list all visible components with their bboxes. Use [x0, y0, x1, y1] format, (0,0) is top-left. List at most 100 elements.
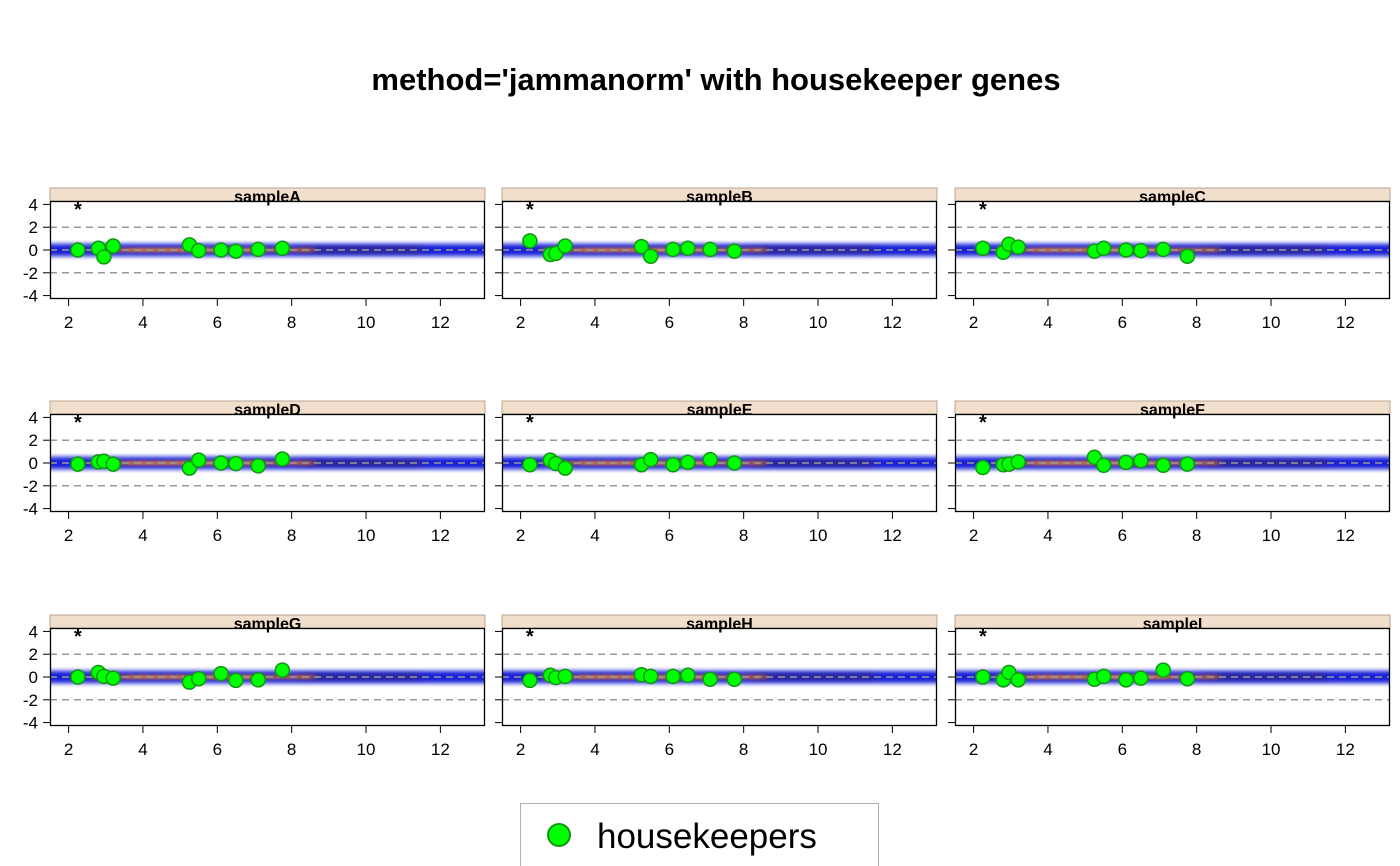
- density-mid: [751, 459, 874, 467]
- x-tick-label: 4: [138, 526, 147, 545]
- y-tick-label: -2: [23, 477, 38, 496]
- panel-frame: [954, 627, 1391, 727]
- panel-sampleD: sampleD * 2 4 6 8 10 12 -4 -2 0 2 4: [23, 400, 486, 545]
- x-tick-label: 8: [287, 313, 296, 332]
- x-tick-label: 4: [590, 313, 599, 332]
- housekeeper-point: [213, 242, 229, 258]
- density-mid: [299, 673, 422, 681]
- y-tick-label: 4: [29, 622, 38, 641]
- housekeeper-point: [702, 241, 718, 258]
- housekeeper-point: [1095, 457, 1112, 474]
- housekeeper-point: [1118, 672, 1134, 688]
- x-tick-label: 4: [138, 740, 147, 759]
- x-tick-label: 8: [1192, 313, 1201, 332]
- housekeeper-point: [1118, 454, 1134, 471]
- housekeeper-point: [1179, 456, 1196, 472]
- x-tick-label: 4: [138, 313, 147, 332]
- x-tick-label: 6: [1118, 313, 1127, 332]
- panel-title: sampleF: [1140, 402, 1205, 419]
- panel-plot-area: [50, 226, 485, 274]
- housekeeper-point: [633, 238, 650, 255]
- panel-title: sampleA: [234, 189, 301, 206]
- housekeeper-point: [1010, 672, 1026, 688]
- x-tick-label: 10: [1262, 313, 1281, 332]
- legend-label: housekeepers: [597, 817, 817, 856]
- x-tick-label: 12: [431, 740, 450, 759]
- panel-asterisk: *: [979, 199, 987, 221]
- housekeeper-point: [1133, 670, 1149, 686]
- y-tick-label: 2: [29, 645, 38, 664]
- x-tick-label: 6: [665, 526, 674, 545]
- x-tick-label: 12: [1336, 313, 1355, 332]
- housekeeper-point: [70, 456, 86, 472]
- housekeeper-point: [250, 458, 266, 474]
- housekeeper-point: [228, 243, 244, 259]
- panel-plot-area: [955, 653, 1390, 701]
- housekeeper-point: [702, 671, 718, 688]
- x-tick-label: 12: [1336, 740, 1355, 759]
- housekeeper-point: [522, 233, 538, 249]
- panel-title: sampleB: [686, 189, 753, 206]
- x-tick-label: 12: [431, 313, 450, 332]
- y-tick-label: 0: [29, 454, 38, 473]
- panel-plot-area: [502, 439, 937, 487]
- x-tick-label: 8: [739, 740, 748, 759]
- housekeeper-point: [213, 665, 229, 682]
- housekeeper-point: [1179, 248, 1196, 265]
- panel-title: sampleI: [1143, 616, 1203, 633]
- y-tick-label: 2: [29, 431, 38, 450]
- housekeeper-point: [70, 669, 86, 685]
- x-tick-label: 6: [1118, 740, 1127, 759]
- x-tick-label: 2: [64, 740, 73, 759]
- x-tick-label: 8: [739, 526, 748, 545]
- panel-sampleH: sampleH * 2 4 6 8 10 12: [495, 614, 938, 759]
- legend-housekeeper-marker: [547, 823, 571, 847]
- x-tick-label: 8: [1192, 526, 1201, 545]
- housekeeper-point: [105, 456, 121, 472]
- housekeeper-point: [726, 671, 743, 688]
- housekeeper-point: [228, 455, 244, 472]
- housekeeper-point: [680, 240, 696, 257]
- x-tick-label: 12: [431, 526, 450, 545]
- housekeeper-point: [642, 248, 659, 265]
- y-tick-label: 4: [29, 408, 38, 427]
- housekeeper-point: [557, 668, 573, 685]
- y-tick-label: -2: [23, 264, 38, 283]
- y-tick-label: -4: [23, 714, 38, 733]
- x-tick-label: 2: [516, 526, 525, 545]
- x-tick-label: 6: [665, 740, 674, 759]
- density-mid: [1204, 246, 1327, 254]
- legend: housekeepers: [520, 803, 879, 866]
- x-tick-label: 12: [1336, 526, 1355, 545]
- housekeeper-point: [1155, 241, 1171, 258]
- panel-plot-area: [502, 226, 937, 274]
- x-tick-label: 2: [969, 526, 978, 545]
- panel-asterisk: *: [74, 412, 82, 434]
- panel-asterisk: *: [979, 626, 987, 648]
- panel-asterisk: *: [526, 412, 534, 434]
- y-tick-label: 2: [29, 218, 38, 237]
- panel-title: sampleE: [687, 402, 753, 419]
- panel-title: sampleG: [234, 616, 302, 633]
- housekeeper-point: [1179, 670, 1196, 687]
- housekeeper-point: [522, 456, 538, 473]
- housekeeper-point: [726, 455, 743, 471]
- chart-title: method='jammanorm' with housekeeper gene…: [371, 62, 1060, 97]
- x-tick-label: 12: [883, 313, 902, 332]
- panel-sampleF: sampleF * 2 4 6 8 10 12: [948, 400, 1391, 545]
- x-tick-label: 2: [64, 526, 73, 545]
- panel-title: sampleH: [686, 616, 753, 633]
- housekeeper-point: [1155, 662, 1171, 678]
- housekeeper-point: [557, 460, 573, 476]
- housekeeper-point: [665, 668, 681, 685]
- housekeeper-point: [274, 240, 291, 257]
- housekeeper-point: [1133, 242, 1149, 259]
- panel-sampleB: sampleB * 2 4 6 8 10 12: [495, 187, 938, 332]
- housekeeper-point: [1010, 454, 1026, 470]
- x-tick-label: 8: [287, 740, 296, 759]
- housekeeper-point: [665, 456, 681, 473]
- panel-title: sampleC: [1139, 189, 1206, 206]
- panel-frame: [501, 200, 938, 300]
- x-tick-label: 12: [883, 526, 902, 545]
